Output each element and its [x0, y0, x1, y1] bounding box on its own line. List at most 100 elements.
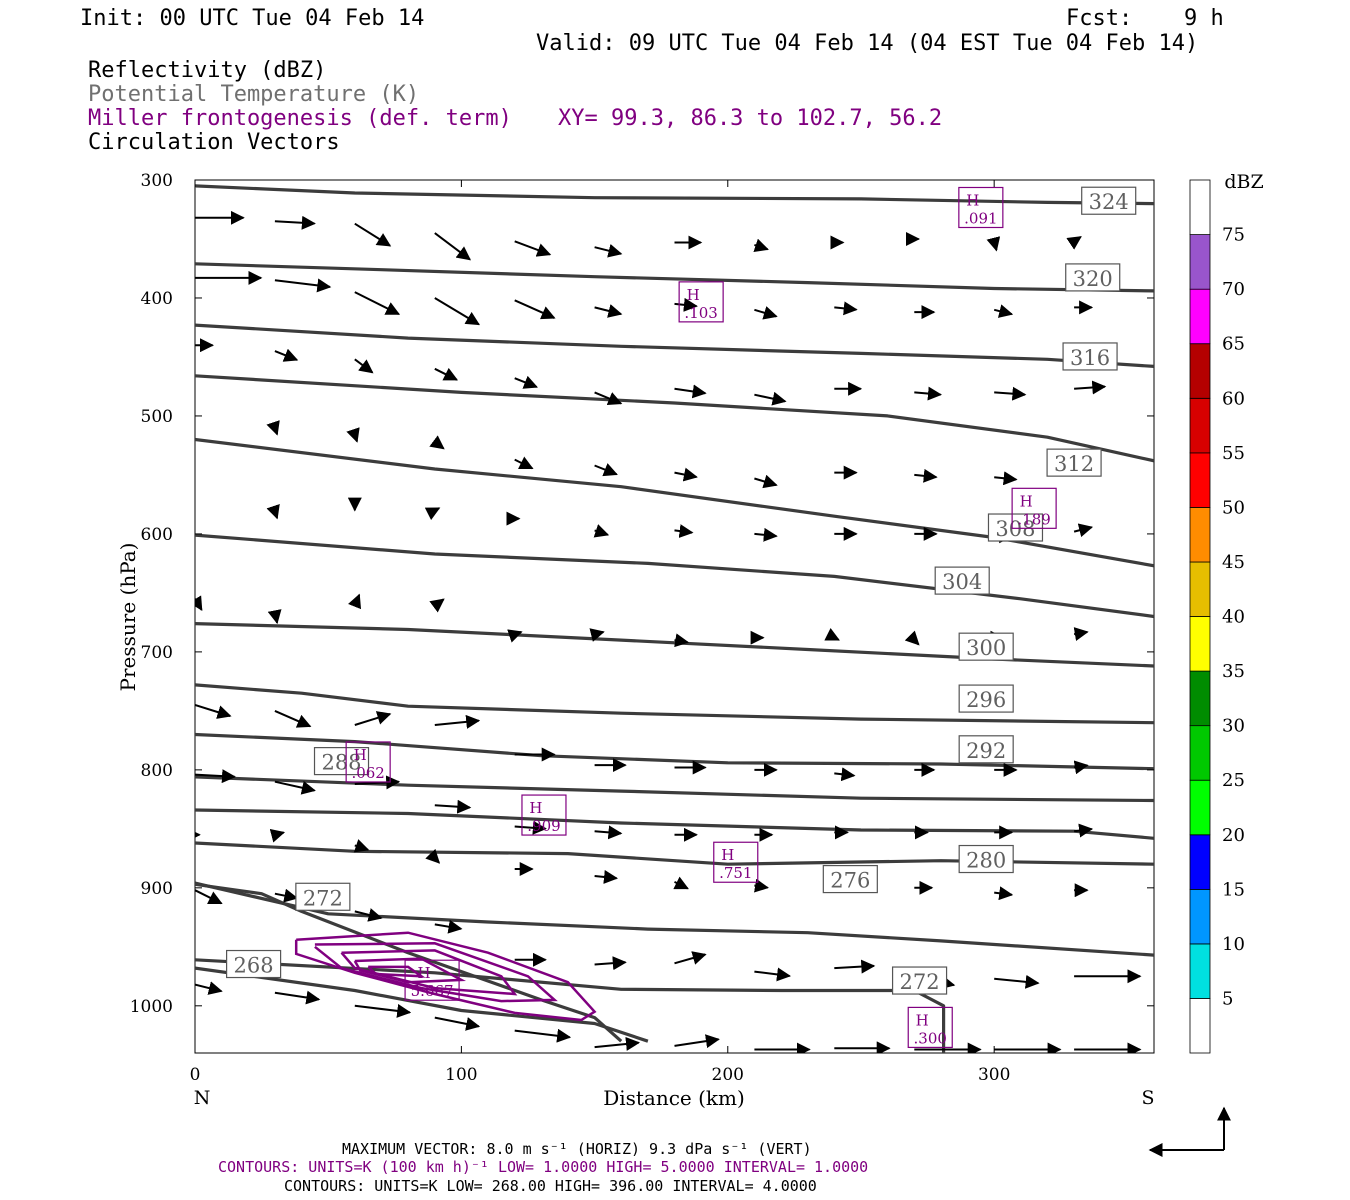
colorbar-level-label: 30: [1222, 716, 1245, 737]
circulation-vector: [354, 291, 401, 315]
colorbar-level-label: 50: [1222, 497, 1245, 518]
circulation-vector: [674, 384, 707, 399]
theta-label-292: 292: [958, 735, 1014, 764]
circulation-vector: [834, 767, 856, 782]
colorbar-swatch: [1189, 834, 1211, 890]
theta-contour-note: CONTOURS: UNITS=K LOW= 268.00 HIGH= 396.…: [284, 1177, 817, 1195]
theta-contours: [195, 184, 1154, 1053]
circulation-vector: [274, 215, 316, 230]
frontogenesis-contour-3: [340, 949, 518, 996]
x-tick-label: 100: [445, 1065, 477, 1085]
colorbar-swatch: [1189, 998, 1211, 1054]
theta-label-296: 296: [958, 684, 1014, 713]
colorbar-level-label: 15: [1222, 879, 1245, 900]
circulation-vector: [434, 232, 472, 261]
colorbar-level-label: 45: [1222, 552, 1245, 573]
svg-text:316: 316: [1070, 346, 1110, 370]
circulation-vector: [594, 304, 623, 318]
circulation-vector: [195, 595, 203, 612]
cross-section-endpoints: XY= 99.3, 86.3 to 102.7, 56.2: [558, 106, 942, 131]
circulation-vector: [354, 222, 392, 247]
circulation-vector: [354, 908, 383, 922]
circulation-vectors: [195, 210, 1142, 1053]
circulation-vector: [514, 375, 538, 389]
colorbar-level-label: 75: [1222, 225, 1245, 246]
colorbar-level-label: 60: [1222, 388, 1245, 409]
svg-text:320: 320: [1073, 267, 1113, 291]
circulation-vector: [594, 1036, 640, 1051]
circulation-vector: [354, 775, 401, 790]
svg-text:312: 312: [1054, 452, 1094, 476]
colorbar-swatch: [1189, 179, 1211, 235]
circulation-vector: [434, 714, 481, 729]
circulation-vector: [674, 297, 698, 312]
circulation-vector: [674, 633, 690, 648]
circulation-vector: [274, 278, 332, 293]
theta-contour-272: [195, 958, 946, 1053]
colorbar-level-label: 25: [1222, 770, 1245, 791]
circulation-vector: [425, 848, 441, 864]
circulation-vector: [1066, 236, 1082, 250]
circulation-vector: [266, 503, 280, 520]
svg-text:H: H: [529, 799, 542, 817]
theta-label-308: 308: [987, 513, 1044, 542]
y-tick-label: 400: [141, 289, 173, 309]
theta-label-324: 324: [1081, 186, 1137, 215]
theta-label-312: 312: [1046, 448, 1102, 477]
circulation-vector: [514, 240, 552, 257]
circulation-vector: [424, 507, 441, 521]
y-tick-label: 800: [141, 761, 173, 781]
circulation-vector: [346, 427, 360, 443]
x-axis-title: Distance (km): [603, 1086, 745, 1110]
colorbar-swatch: [1189, 725, 1211, 781]
frontogenesis-contours: [294, 931, 597, 1022]
circulation-vector: [993, 304, 1014, 318]
frontogenesis-contour-4: [353, 957, 467, 984]
theta-label-268: 268: [226, 949, 282, 979]
circulation-vector: [434, 1016, 481, 1031]
x-tick-label: 300: [978, 1065, 1010, 1085]
circulation-vector: [353, 839, 370, 853]
svg-text:280: 280: [966, 849, 1006, 873]
circulation-vector: [824, 628, 840, 641]
colorbar-swatch: [1189, 506, 1211, 563]
circulation-vector: [914, 468, 938, 483]
y-tick-label: 600: [141, 525, 173, 545]
frontogenesis-max: H.751: [713, 841, 759, 883]
y-tick-label: 500: [141, 407, 173, 427]
circulation-vector: [266, 420, 280, 436]
colorbar-level-label: 55: [1222, 443, 1245, 464]
circulation-vector: [429, 435, 445, 450]
circulation-vector: [348, 593, 362, 610]
colorbar-level-label: 40: [1222, 607, 1245, 628]
circulation-vector: [274, 990, 321, 1005]
circulation-vector: [434, 799, 472, 814]
svg-text:268: 268: [234, 954, 274, 978]
circulation-vector: [593, 524, 610, 538]
circulation-vector: [1073, 823, 1094, 838]
circulation-vector: [754, 878, 769, 893]
valid-time: Valid: 09 UTC Tue 04 Feb 14 (04 EST Tue …: [536, 31, 1198, 56]
theta-label-272: 272: [891, 966, 948, 995]
frontogenesis-contour-5: [367, 965, 426, 978]
frontogenesis-contour-note: CONTOURS: UNITS=K (100 km h)⁻¹ LOW= 1.00…: [218, 1158, 868, 1176]
circulation-vector: [754, 474, 778, 489]
theta-contour-324: [195, 184, 1154, 206]
south-endpoint: S: [1141, 1087, 1154, 1109]
svg-text:288: 288: [321, 751, 361, 775]
forecast-label: Fcst:: [1066, 6, 1132, 31]
circulation-vector: [753, 238, 769, 252]
circulation-vector: [274, 888, 299, 903]
circulation-vector: [674, 524, 694, 538]
circulation-vector: [434, 919, 463, 934]
circulation-vector: [674, 951, 707, 965]
circulation-vector: [594, 391, 623, 406]
theta-contour-300: [195, 622, 1154, 668]
theta-label-304: 304: [934, 566, 990, 595]
theta-label-272: 272: [295, 882, 351, 911]
circulation-vector: [754, 527, 778, 542]
svg-text:H: H: [354, 746, 367, 764]
svg-text:.751: .751: [719, 864, 752, 882]
frontogenesis-maxima: H.091H.103H.189H.062H.909H.751H5.667H.30…: [345, 186, 1057, 1049]
